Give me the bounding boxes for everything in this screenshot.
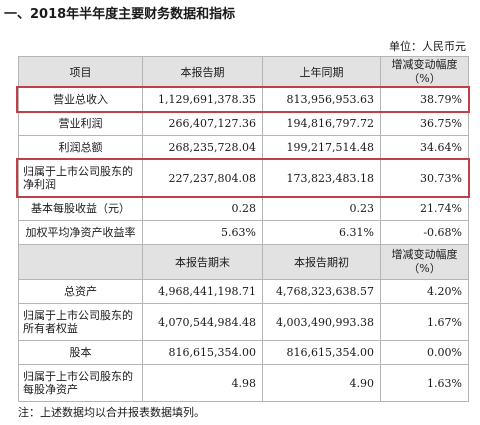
table-row: 归属于上市公司股东的 每股净资产 4.98 4.90 1.63% xyxy=(18,364,469,402)
table-header-row-2: 本报告期末 本报告期初 增减变动幅度 （%） xyxy=(18,244,469,280)
row-label: 利润总额 xyxy=(18,135,143,160)
header-period-end: 本报告期末 xyxy=(142,244,263,280)
cell-change: 34.64% xyxy=(380,135,469,160)
cell-period-begin: 816,615,354.00 xyxy=(262,340,381,365)
header-change-2-line2: （%） xyxy=(408,262,441,275)
cell-change: -0.68% xyxy=(380,220,469,245)
row-label: 总资产 xyxy=(18,279,143,304)
header-change-line2: （%） xyxy=(408,72,441,85)
cell-current: 227,237,804.08 xyxy=(142,159,263,197)
header-empty xyxy=(18,244,143,280)
header-change-2: 增减变动幅度 （%） xyxy=(380,244,469,280)
header-change-2-line1: 增减变动幅度 xyxy=(391,248,458,261)
row-label: 营业利润 xyxy=(18,111,143,136)
row-label: 营业总收入 xyxy=(18,87,143,112)
cell-prior: 199,217,514.48 xyxy=(262,135,381,160)
header-current-period: 本报告期 xyxy=(142,56,263,88)
cell-change: 38.79% xyxy=(380,87,469,112)
cell-change: 21.74% xyxy=(380,196,469,221)
row-label-line2: 净利润 xyxy=(23,178,56,191)
footnote: 注：上述数据均以合并报表数据填列。 xyxy=(18,406,205,419)
row-label-line2: 每股净资产 xyxy=(23,383,78,396)
cell-period-begin: 4,768,323,638.57 xyxy=(262,279,381,304)
row-label: 归属于上市公司股东的 所有者权益 xyxy=(18,303,143,341)
cell-prior: 813,956,953.63 xyxy=(262,87,381,112)
table-row: 基本每股收益（元） 0.28 0.23 21.74% xyxy=(18,196,469,221)
table-row: 总资产 4,968,441,198.71 4,768,323,638.57 4.… xyxy=(18,279,469,304)
cell-period-end: 4,070,544,984.48 xyxy=(142,303,263,341)
header-prior-period: 上年同期 xyxy=(262,56,381,88)
table-row: 利润总额 268,235,728.04 199,217,514.48 34.64… xyxy=(18,135,469,160)
cell-change: 1.63% xyxy=(380,364,469,402)
cell-current: 268,235,728.04 xyxy=(142,135,263,160)
cell-change: 36.75% xyxy=(380,111,469,136)
row-label: 加权平均净资产收益率 xyxy=(18,220,143,245)
unit-label: 单位：人民币元 xyxy=(389,40,466,53)
row-label: 归属于上市公司股东的 每股净资产 xyxy=(18,364,143,402)
cell-change: 0.00% xyxy=(380,340,469,365)
row-label: 归属于上市公司股东的 净利润 xyxy=(18,159,143,197)
header-item: 项目 xyxy=(18,56,143,88)
cell-current: 0.28 xyxy=(142,196,263,221)
table-row: 营业总收入 1,129,691,378.35 813,956,953.63 38… xyxy=(18,87,469,112)
cell-current: 5.63% xyxy=(142,220,263,245)
table-row: 加权平均净资产收益率 5.63% 6.31% -0.68% xyxy=(18,220,469,245)
cell-period-begin: 4,003,490,993.38 xyxy=(262,303,381,341)
table-row: 归属于上市公司股东的 所有者权益 4,070,544,984.48 4,003,… xyxy=(18,303,469,341)
cell-prior: 6.31% xyxy=(262,220,381,245)
cell-period-end: 4.98 xyxy=(142,364,263,402)
financial-table: 项目 本报告期 上年同期 增减变动幅度 （%） 营业总收入 1,129,691,… xyxy=(18,56,469,402)
cell-period-end: 4,968,441,198.71 xyxy=(142,279,263,304)
table-row: 归属于上市公司股东的 净利润 227,237,804.08 173,823,48… xyxy=(18,159,469,197)
row-label-line1: 归属于上市公司股东的 xyxy=(23,165,133,178)
cell-prior: 173,823,483.18 xyxy=(262,159,381,197)
cell-current: 1,129,691,378.35 xyxy=(142,87,263,112)
cell-period-begin: 4.90 xyxy=(262,364,381,402)
row-label-line2: 所有者权益 xyxy=(23,322,78,335)
row-label-line1: 归属于上市公司股东的 xyxy=(23,309,133,322)
cell-period-end: 816,615,354.00 xyxy=(142,340,263,365)
cell-prior: 0.23 xyxy=(262,196,381,221)
cell-change: 1.67% xyxy=(380,303,469,341)
cell-change: 4.20% xyxy=(380,279,469,304)
row-label: 基本每股收益（元） xyxy=(18,196,143,221)
table-row: 营业利润 266,407,127.36 194,816,797.72 36.75… xyxy=(18,111,469,136)
cell-current: 266,407,127.36 xyxy=(142,111,263,136)
row-label: 股本 xyxy=(18,340,143,365)
cell-prior: 194,816,797.72 xyxy=(262,111,381,136)
row-label-line1: 归属于上市公司股东的 xyxy=(23,370,133,383)
header-change: 增减变动幅度 （%） xyxy=(380,56,469,88)
cell-change: 30.73% xyxy=(380,159,469,197)
header-period-begin: 本报告期初 xyxy=(262,244,381,280)
table-row: 股本 816,615,354.00 816,615,354.00 0.00% xyxy=(18,340,469,365)
table-header-row: 项目 本报告期 上年同期 增减变动幅度 （%） xyxy=(18,56,469,88)
section-title: 一、2018年半年度主要财务数据和指标 xyxy=(4,7,236,22)
header-change-line1: 增减变动幅度 xyxy=(391,58,458,71)
